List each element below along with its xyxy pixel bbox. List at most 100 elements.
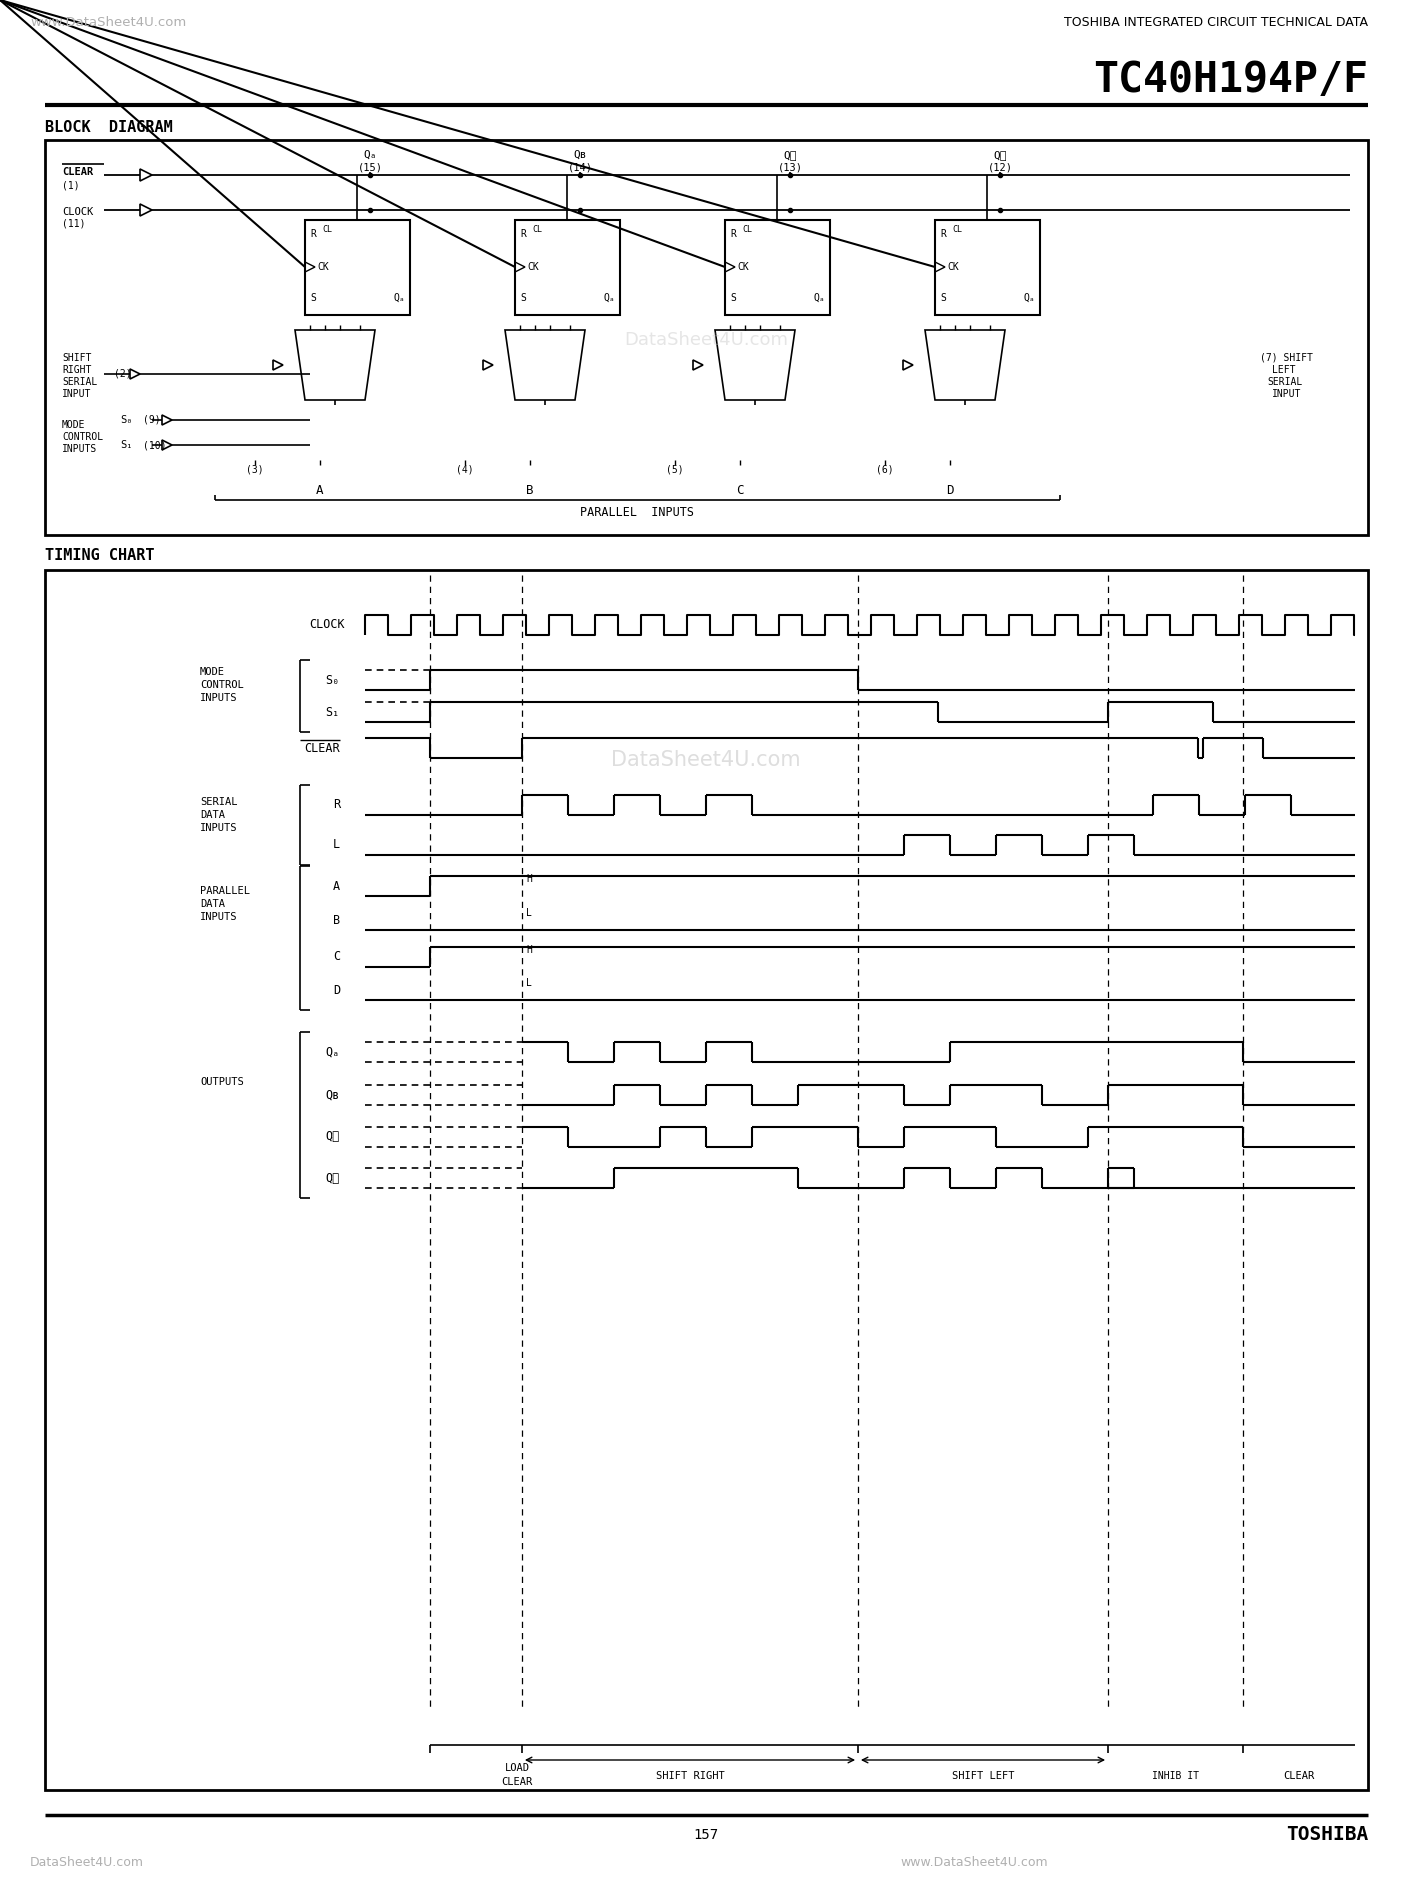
Text: S: S — [520, 293, 526, 303]
Text: CLEAR: CLEAR — [1283, 1771, 1314, 1780]
Text: www.DataSheet4U.com: www.DataSheet4U.com — [900, 1856, 1047, 1869]
Text: S: S — [731, 293, 736, 303]
Text: CONTROL: CONTROL — [62, 432, 103, 442]
Text: R: R — [309, 229, 317, 239]
Text: SHIFT: SHIFT — [62, 353, 92, 363]
Text: D: D — [947, 483, 954, 496]
Text: INPUTS: INPUTS — [62, 444, 97, 453]
Text: S₁: S₁ — [120, 440, 133, 449]
Text: PARALLEL: PARALLEL — [201, 885, 250, 897]
Text: A: A — [317, 483, 324, 496]
Text: www.DataSheet4U.com: www.DataSheet4U.com — [30, 15, 187, 28]
Text: INPUTS: INPUTS — [201, 823, 237, 833]
Text: CLOCK: CLOCK — [309, 619, 345, 632]
Text: Qₐ: Qₐ — [363, 150, 377, 160]
Text: CLEAR: CLEAR — [304, 741, 341, 754]
Bar — [45, 570, 1368, 1790]
Text: PARALLEL  INPUTS: PARALLEL INPUTS — [579, 506, 694, 519]
Text: OUTPUTS: OUTPUTS — [201, 1077, 244, 1087]
Text: CL: CL — [742, 226, 752, 235]
Text: Qᴄ: Qᴄ — [326, 1130, 341, 1143]
Text: Qᴅ: Qᴅ — [326, 1171, 341, 1184]
Text: SHIFT LEFT: SHIFT LEFT — [952, 1771, 1015, 1780]
Text: MODE: MODE — [201, 667, 225, 677]
Text: CK: CK — [947, 261, 959, 273]
Text: 157: 157 — [694, 1827, 719, 1842]
Text: (5): (5) — [666, 464, 684, 476]
Text: Qₐ: Qₐ — [603, 293, 615, 303]
Text: LOAD: LOAD — [504, 1763, 530, 1773]
Text: S₀: S₀ — [326, 673, 341, 686]
Text: DataSheet4U.com: DataSheet4U.com — [625, 331, 788, 350]
Text: CK: CK — [738, 261, 749, 273]
Text: R: R — [731, 229, 736, 239]
Text: DATA: DATA — [201, 899, 225, 910]
Text: A: A — [333, 880, 341, 893]
Text: (1): (1) — [62, 180, 79, 192]
Text: Qʙ: Qʙ — [574, 150, 586, 160]
Text: S₀: S₀ — [120, 415, 133, 425]
Text: Qᴄ: Qᴄ — [783, 150, 797, 160]
Text: DataSheet4U.com: DataSheet4U.com — [612, 750, 801, 771]
Text: R: R — [940, 229, 945, 239]
Bar — [514, 220, 620, 316]
Text: CL: CL — [952, 226, 962, 235]
Text: (2): (2) — [114, 368, 131, 378]
Text: D: D — [333, 983, 341, 996]
Text: S: S — [940, 293, 945, 303]
Text: Qᴅ: Qᴅ — [993, 150, 1006, 160]
Text: (12): (12) — [988, 162, 1013, 171]
Text: (13): (13) — [777, 162, 803, 171]
Text: CLOCK: CLOCK — [62, 207, 93, 216]
Text: TOSHIBA INTEGRATED CIRCUIT TECHNICAL DATA: TOSHIBA INTEGRATED CIRCUIT TECHNICAL DAT… — [1064, 15, 1368, 28]
Text: (10): (10) — [143, 440, 167, 449]
Text: INHIB IT: INHIB IT — [1152, 1771, 1200, 1780]
Text: R: R — [333, 799, 341, 812]
Text: Qʙ: Qʙ — [326, 1089, 341, 1102]
Text: R: R — [520, 229, 526, 239]
Text: TC40H194P/F: TC40H194P/F — [1094, 58, 1368, 102]
Text: Qₐ: Qₐ — [326, 1045, 341, 1058]
Text: CONTROL: CONTROL — [201, 681, 244, 690]
Text: INPUT: INPUT — [1272, 389, 1301, 399]
Text: SERIAL: SERIAL — [62, 378, 97, 387]
Text: (6): (6) — [876, 464, 894, 476]
Text: TOSHIBA: TOSHIBA — [1286, 1825, 1368, 1844]
Text: INPUTS: INPUTS — [201, 912, 237, 921]
Text: L: L — [333, 838, 341, 852]
Text: (7) SHIFT: (7) SHIFT — [1260, 353, 1313, 363]
Text: SHIFT RIGHT: SHIFT RIGHT — [656, 1771, 725, 1780]
Text: LEFT: LEFT — [1272, 365, 1296, 374]
Text: TIMING CHART: TIMING CHART — [45, 547, 154, 562]
Text: DATA: DATA — [201, 810, 225, 820]
Text: B: B — [526, 483, 534, 496]
Text: CK: CK — [527, 261, 538, 273]
Text: C: C — [736, 483, 743, 496]
Text: INPUTS: INPUTS — [201, 694, 237, 703]
Text: L: L — [526, 978, 531, 989]
Text: BLOCK  DIAGRAM: BLOCK DIAGRAM — [45, 120, 172, 135]
Text: SERIAL: SERIAL — [1267, 378, 1303, 387]
Text: CL: CL — [322, 226, 332, 235]
Bar — [725, 220, 829, 316]
Bar — [45, 139, 1368, 536]
Text: (4): (4) — [456, 464, 473, 476]
Text: H: H — [526, 946, 531, 955]
Text: Qₐ: Qₐ — [393, 293, 406, 303]
Text: (11): (11) — [62, 218, 86, 229]
Text: CLEAR: CLEAR — [502, 1777, 533, 1788]
Text: (14): (14) — [568, 162, 592, 171]
Text: CK: CK — [317, 261, 329, 273]
Bar — [935, 220, 1040, 316]
Text: L: L — [526, 908, 531, 917]
Text: S: S — [309, 293, 317, 303]
Text: B: B — [333, 914, 341, 927]
Text: INPUT: INPUT — [62, 389, 92, 399]
Text: DataSheet4U.com: DataSheet4U.com — [30, 1856, 144, 1869]
Text: (15): (15) — [357, 162, 383, 171]
Bar — [305, 220, 410, 316]
Text: CL: CL — [533, 226, 543, 235]
Text: RIGHT: RIGHT — [62, 365, 92, 374]
Text: H: H — [526, 874, 531, 884]
Text: S₁: S₁ — [326, 705, 341, 718]
